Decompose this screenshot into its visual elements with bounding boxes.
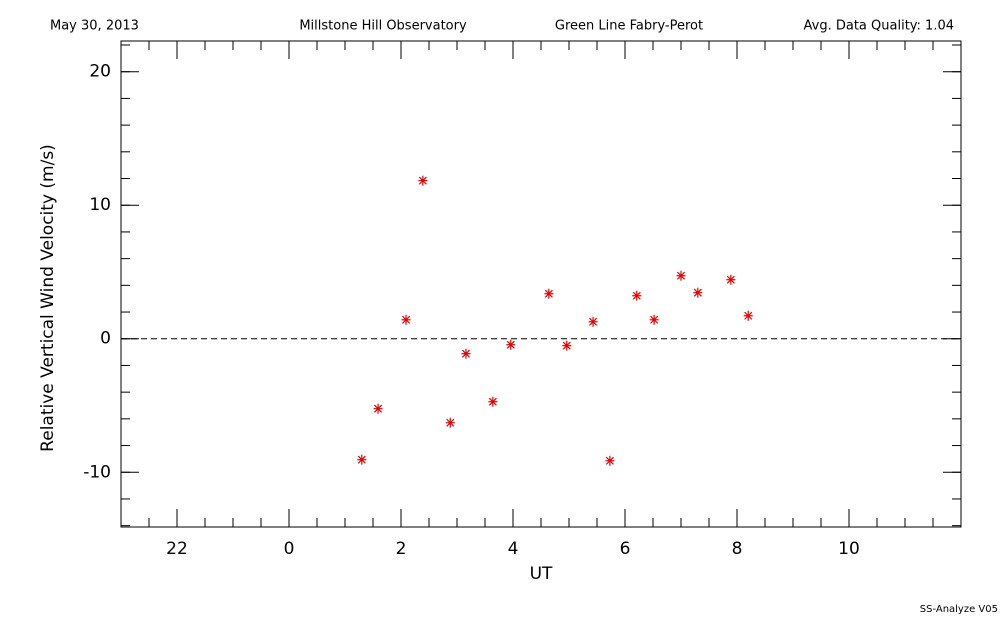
x-axis-label: UT — [530, 564, 553, 584]
point — [676, 270, 686, 281]
x-tick-label: 22 — [166, 539, 188, 559]
point — [649, 314, 659, 325]
x-tick-label: 8 — [732, 539, 743, 559]
point — [357, 454, 367, 465]
x-tick-label: 4 — [508, 539, 519, 559]
point — [401, 314, 411, 325]
x-tick-label: 10 — [838, 539, 860, 559]
header-date: May 30, 2013 — [50, 19, 139, 34]
point — [418, 175, 428, 186]
point — [605, 455, 615, 466]
point — [693, 287, 703, 298]
point — [445, 417, 455, 428]
footer: SS-Analyze V05 — [920, 604, 998, 615]
header-quality: Avg. Data Quality: 1.04 — [804, 19, 954, 34]
x-tick-label: 6 — [620, 539, 631, 559]
x-tick-label: 2 — [396, 539, 407, 559]
point — [562, 340, 572, 351]
point — [632, 290, 642, 301]
point — [373, 403, 383, 414]
y-tick-label: 10 — [89, 195, 111, 215]
point — [506, 339, 516, 350]
y-axis-label: Relative Vertical Wind Velocity (m/s) — [38, 144, 58, 452]
y-tick-label: -10 — [83, 462, 111, 482]
y-tick-label: 0 — [100, 329, 111, 349]
y-tick-label: 20 — [89, 62, 111, 82]
plot-frame — [120, 40, 962, 528]
header-observatory: Millstone Hill Observatory — [299, 19, 467, 34]
point — [726, 274, 736, 285]
point — [461, 348, 471, 359]
x-tick-label: 0 — [284, 539, 295, 559]
header-instrument: Green Line Fabry-Perot — [555, 19, 703, 34]
point — [488, 396, 498, 407]
point — [743, 310, 753, 321]
point — [588, 316, 598, 327]
point — [544, 288, 554, 299]
